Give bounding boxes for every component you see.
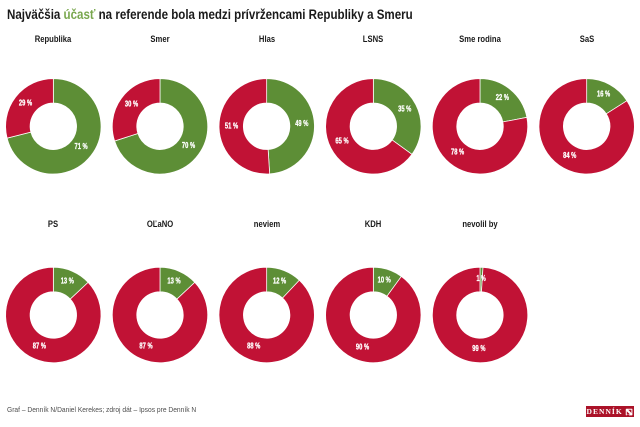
svg-text:13 %: 13 %: [61, 277, 75, 286]
svg-text:78 %: 78 %: [451, 147, 465, 156]
svg-text:71 %: 71 %: [75, 142, 89, 151]
svg-text:88 %: 88 %: [247, 342, 261, 351]
svg-text:87 %: 87 %: [33, 341, 47, 350]
svg-text:90 %: 90 %: [356, 343, 370, 352]
svg-text:70 %: 70 %: [182, 141, 196, 150]
svg-text:87 %: 87 %: [139, 341, 153, 350]
svg-text:30 %: 30 %: [125, 100, 139, 109]
svg-text:1 %: 1 %: [477, 274, 487, 283]
svg-text:65 %: 65 %: [335, 136, 349, 145]
svg-text:10 %: 10 %: [378, 276, 392, 285]
svg-text:51 %: 51 %: [225, 121, 239, 130]
svg-text:99 %: 99 %: [472, 344, 486, 353]
svg-text:13 %: 13 %: [167, 277, 181, 286]
svg-text:84 %: 84 %: [563, 151, 577, 160]
svg-text:35 %: 35 %: [398, 104, 412, 113]
svg-text:49 %: 49 %: [295, 119, 309, 128]
svg-text:29 %: 29 %: [19, 99, 33, 108]
svg-text:22 %: 22 %: [496, 93, 510, 102]
svg-text:12 %: 12 %: [273, 276, 287, 285]
svg-text:16 %: 16 %: [597, 90, 611, 99]
